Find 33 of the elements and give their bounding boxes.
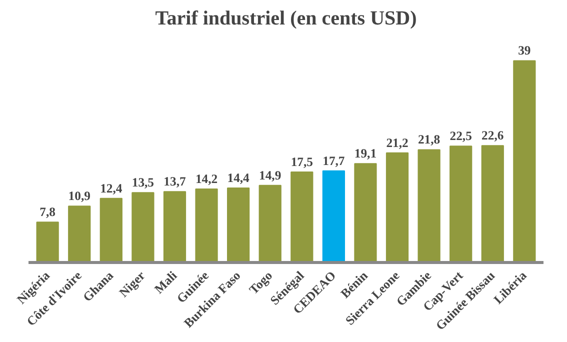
bar — [418, 149, 440, 262]
data-label: 19,1 — [354, 146, 377, 161]
data-label: 10,9 — [68, 189, 90, 204]
bar — [386, 152, 409, 262]
bar — [450, 146, 472, 262]
data-label: 14,2 — [195, 172, 218, 186]
bar — [36, 222, 59, 262]
data-label: 39 — [518, 44, 531, 58]
data-label: 12,4 — [100, 181, 123, 196]
bar — [354, 163, 377, 262]
bar — [322, 170, 345, 262]
data-label: 13,7 — [164, 174, 186, 189]
bar — [132, 192, 154, 262]
bar — [100, 198, 122, 262]
bar — [258, 184, 282, 262]
data-label: 17,5 — [290, 154, 313, 169]
bar — [513, 60, 536, 262]
data-label: 17,7 — [322, 154, 346, 168]
data-label: 7,8 — [40, 205, 56, 220]
bar — [481, 145, 504, 262]
data-label: 13,5 — [132, 176, 154, 190]
data-label: 22,5 — [450, 129, 472, 144]
bar — [195, 188, 218, 262]
data-label: 21,2 — [386, 136, 408, 150]
bar — [227, 188, 250, 262]
data-label: 22,6 — [482, 128, 504, 143]
chart-title: Tarif industriel (en cents USD) — [155, 8, 417, 30]
bar — [163, 191, 186, 262]
data-label: 21,8 — [418, 132, 440, 147]
data-label: 14,4 — [227, 171, 250, 185]
bar — [68, 206, 91, 262]
bar — [290, 171, 314, 262]
data-label: 14,9 — [259, 168, 282, 182]
